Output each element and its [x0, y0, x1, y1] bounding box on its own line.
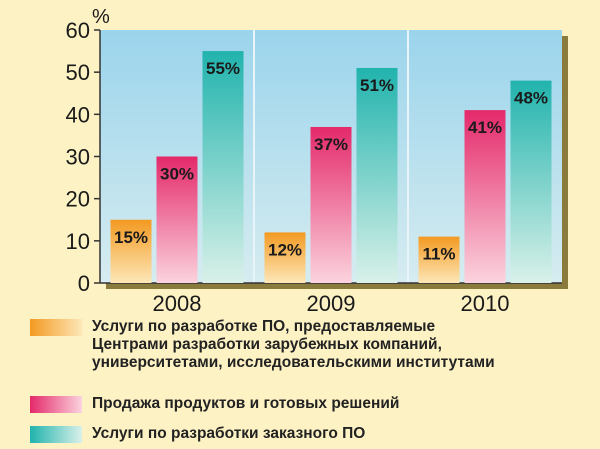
bar [156, 156, 198, 283]
bar-value-label: 51% [360, 76, 394, 95]
y-tick-label: 50 [66, 60, 90, 85]
bar-value-label: 11% [422, 245, 455, 264]
bar-value-label: 55% [206, 59, 240, 78]
x-tick-label: 2008 [153, 291, 202, 316]
bar [464, 110, 506, 283]
y-unit-label: % [92, 6, 110, 28]
legend-label: Услуги по разработке ПО, предоставляемые… [92, 318, 495, 371]
bar-value-label: 30% [160, 165, 194, 184]
legend-label: Продажа продуктов и готовых решений [92, 395, 400, 412]
y-tick-label: 30 [66, 145, 90, 170]
bar-value-label: 12% [268, 240, 302, 259]
legend-swatch [30, 426, 82, 443]
legend-swatch [30, 396, 82, 413]
bar [202, 51, 244, 284]
bar-value-label: 37% [314, 135, 348, 154]
y-tick-label: 40 [66, 102, 90, 127]
legend-swatch [30, 319, 82, 336]
bar-value-label: 48% [514, 89, 548, 108]
bar [510, 80, 552, 283]
bar [264, 232, 306, 283]
bar [310, 126, 352, 283]
bar [418, 236, 460, 283]
bar [356, 67, 398, 283]
y-tick-label: 20 [66, 187, 90, 212]
y-tick-label: 0 [78, 271, 90, 296]
bar-value-label: 15% [114, 228, 148, 247]
plot-area: 0 10 20 30 40 50 60% 15% 30% 55% 2008 12% 37% 51% 2009… [66, 6, 568, 316]
y-tick-label: 60 [66, 18, 90, 43]
bar [110, 219, 152, 283]
x-tick-label: 2009 [307, 291, 356, 316]
legend-label: Услуги по разработки заказного ПО [92, 425, 366, 442]
y-tick-label: 10 [66, 229, 90, 254]
x-tick-label: 2010 [461, 291, 510, 316]
bar-value-label: 41% [468, 118, 502, 137]
